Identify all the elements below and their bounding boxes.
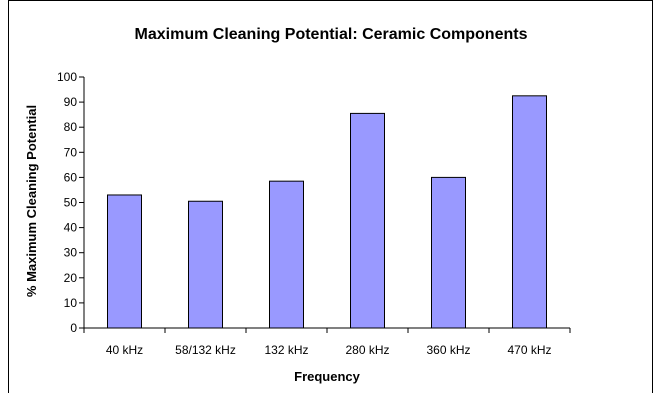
y-tick-label: 20 — [64, 271, 78, 285]
bars — [107, 95, 547, 329]
x-tick-label: 40 kHz — [106, 343, 143, 357]
y-tick-label: 10 — [64, 296, 78, 310]
x-tick-label: 280 kHz — [345, 343, 389, 357]
y-tick-label: 50 — [64, 196, 78, 210]
y-tick-label: 100 — [57, 70, 77, 84]
y-tick-label: 60 — [64, 170, 78, 184]
bar — [188, 200, 223, 329]
bar — [269, 180, 304, 329]
bar — [350, 112, 385, 329]
bar — [107, 194, 142, 329]
y-axis-title: % Maximum Cleaning Potential — [24, 105, 39, 297]
x-tick-label: 470 kHz — [507, 343, 551, 357]
y-tick-label: 30 — [64, 246, 78, 260]
y-tick-label: 80 — [64, 120, 78, 134]
bar — [431, 176, 466, 329]
y-tick-label: 40 — [64, 221, 78, 235]
y-tick-label: 90 — [64, 95, 78, 109]
bar — [512, 95, 547, 329]
x-axis-ticks: 40 kHz 58/132 kHz 132 kHz 280 kHz 360 kHz 470… — [83, 328, 571, 357]
x-tick-label: 58/132 kHz — [175, 343, 236, 357]
chart-title: Maximum Cleaning Potential: Ceramic Comp… — [135, 26, 528, 43]
x-tick-label: 360 kHz — [426, 343, 470, 357]
y-tick-label: 0 — [70, 321, 77, 335]
x-tick-label: 132 kHz — [264, 343, 308, 357]
y-tick-label: 70 — [64, 145, 78, 159]
x-axis-title: Frequency — [294, 369, 361, 384]
y-axis-ticks: 0 10 20 30 40 50 60 70 80 90 100 — [57, 70, 84, 335]
